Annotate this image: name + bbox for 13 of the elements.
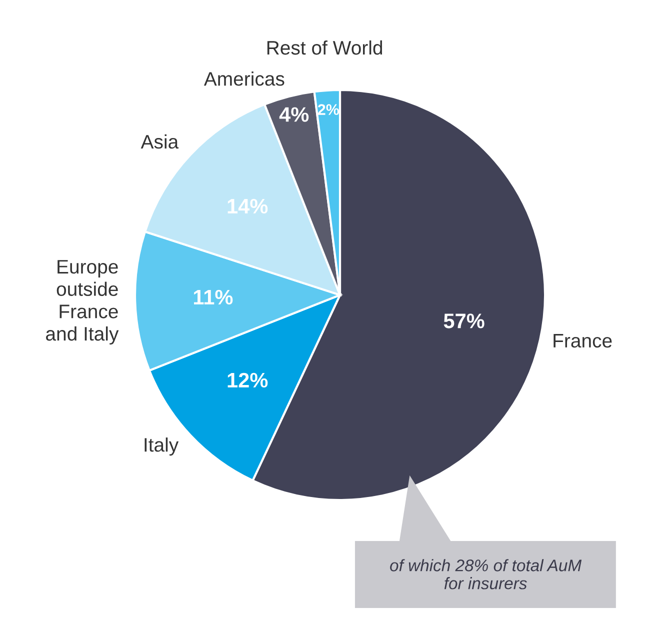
text: of which 28% of total AuM for insurers — [390, 559, 582, 590]
data-label: 12% — [228, 372, 268, 388]
data-label: 2% — [318, 104, 340, 115]
slice-label: Rest of World — [267, 40, 382, 55]
slice-label: Asia — [140, 134, 179, 149]
slice-label: Americas — [204, 71, 284, 86]
data-label: 4% — [279, 107, 309, 122]
data-label: 14% — [228, 198, 268, 214]
slice-label: Europe outside France and Italy — [46, 260, 119, 345]
slice-label: France — [554, 334, 612, 348]
data-label: 11% — [194, 290, 233, 305]
data-label: 57% — [444, 314, 484, 328]
slice-label: Italy — [144, 437, 179, 456]
